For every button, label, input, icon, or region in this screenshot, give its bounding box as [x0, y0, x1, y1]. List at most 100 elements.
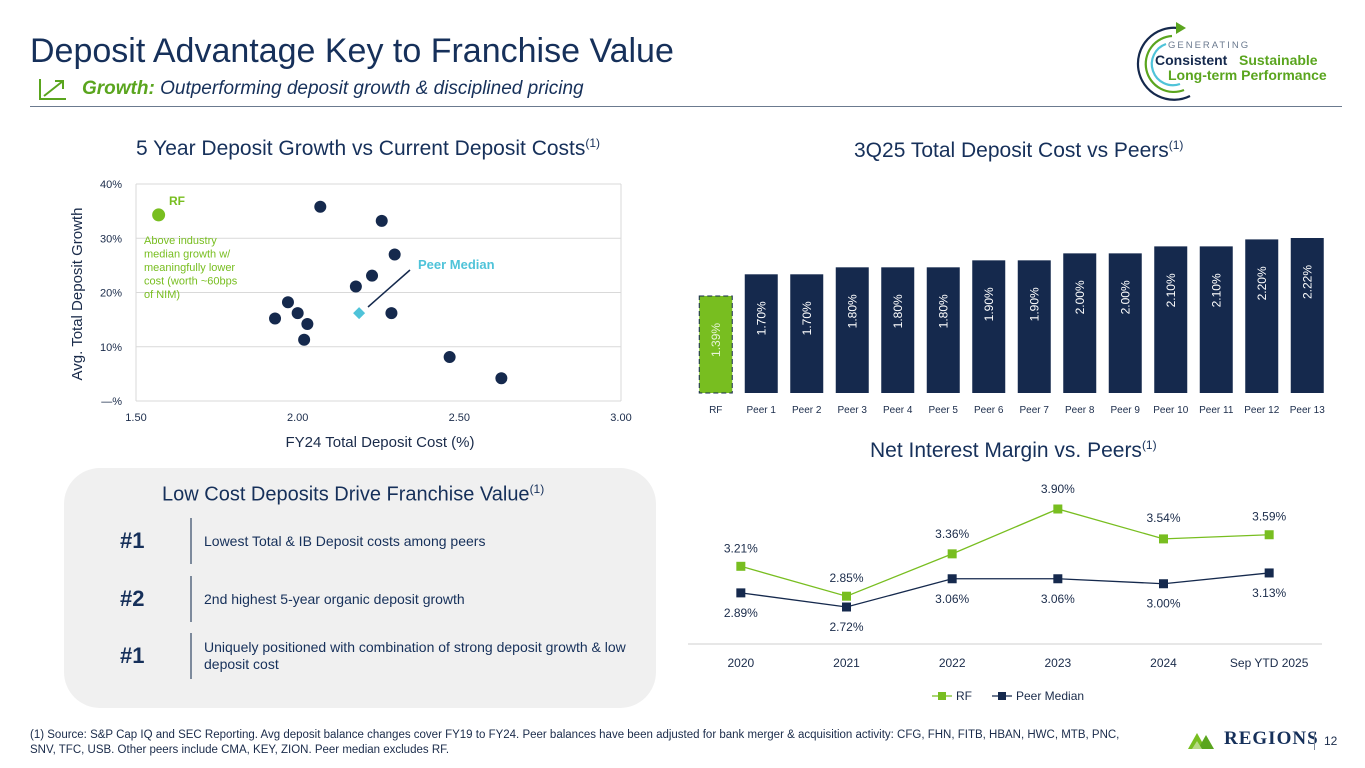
growth-arrow-icon [39, 79, 66, 100]
logo-line2a: Consistent [1155, 52, 1228, 68]
scatter-median-point [353, 307, 366, 320]
line-marker [1159, 579, 1168, 589]
logo-arc-outer [1136, 26, 1191, 101]
bar-category-label: Peer 8 [1065, 405, 1095, 416]
rank-badge: #1 [120, 643, 145, 668]
low-cost-deposits-panel: Low Cost Deposits Drive Franchise Value(… [64, 468, 656, 708]
scatter-y-tick: 20% [100, 288, 122, 300]
scatter-x-tick: 2.00 [287, 412, 308, 424]
scatter-y-axis-label: Avg. Total Deposit Growth [69, 208, 86, 381]
legend-label: Peer Median [1016, 689, 1084, 703]
scatter-median-pointer [367, 269, 411, 308]
bar [926, 267, 960, 393]
line-marker [1264, 530, 1274, 540]
bar-value-label: 1.70% [754, 301, 768, 335]
bar-category-label: Peer 5 [929, 405, 959, 416]
line-rf-label: 2.85% [829, 571, 863, 585]
item-text: 2nd highest 5-year organic deposit growt… [204, 590, 465, 607]
line-median-label: 3.13% [1252, 586, 1286, 600]
bar-category-label: Peer 9 [1111, 405, 1141, 416]
header-divider [30, 106, 1342, 107]
line-marker [1264, 568, 1274, 578]
bar [1199, 246, 1233, 393]
scatter-y-tick: 40% [100, 179, 122, 191]
line-median-label: 2.89% [724, 606, 758, 620]
regions-wordmark: Regions [1224, 728, 1319, 749]
line-category-label: 2023 [1044, 656, 1071, 670]
line-median-label: 2.72% [829, 620, 863, 634]
line-series [740, 572, 1270, 608]
line-median-label: 3.06% [935, 592, 969, 606]
scatter-peer-point [366, 269, 379, 282]
item-divider [190, 633, 192, 679]
bar-category-label: Peer 12 [1244, 405, 1279, 416]
scatter-x-tick: 2.50 [449, 412, 470, 424]
line-rf-label: 3.36% [935, 527, 969, 541]
bar-category-label: Peer 3 [838, 405, 868, 416]
bar-value-label: 2.20% [1255, 266, 1269, 300]
bar-value-label: 1.90% [982, 287, 996, 321]
scatter-x-axis-label: FY24 Total Deposit Cost (%) [286, 434, 475, 451]
bar-category-label: Peer 13 [1290, 405, 1325, 416]
bar [790, 274, 824, 393]
bar [1290, 238, 1324, 393]
bar [1017, 260, 1051, 393]
line-marker [947, 549, 957, 559]
item-divider [190, 576, 192, 622]
regions-triangle-icon [1188, 733, 1214, 749]
low-cost-title: Low Cost Deposits Drive Franchise Value(… [162, 482, 545, 506]
bar-value-label: 1.70% [800, 301, 814, 335]
bar-value-label: 2.10% [1164, 273, 1178, 307]
scatter-y-tick: 10% [100, 342, 122, 354]
scatter-rf-note-line: meaningfully lower [144, 262, 235, 274]
scatter-peer-point [298, 333, 311, 346]
scatter-peer-point [281, 296, 294, 309]
scatter-peer-point [314, 200, 327, 213]
rank-badge: #2 [120, 586, 145, 611]
line-category-label: 2021 [833, 656, 860, 670]
scatter-chart: —% 10% 20% 30% 40% 1.50 2.00 2.50 3.00 FY24 Tota… [69, 179, 632, 451]
scatter-rf-note-line: median growth w/ [144, 249, 231, 261]
scatter-peer-point [269, 312, 282, 325]
rank-badge: #1 [120, 528, 145, 553]
bar [835, 267, 869, 393]
bar-value-label: 2.10% [1209, 273, 1223, 307]
bar [1063, 253, 1097, 393]
low-cost-item: #2 2nd highest 5-year organic deposit gr… [120, 576, 644, 622]
scatter-peer-point [291, 307, 304, 320]
scatter-rf-note-line: Above industry [144, 235, 217, 247]
line-marker [1053, 504, 1063, 514]
scatter-rf-note-line: of NIM) [144, 289, 180, 301]
bar-value-label: 2.00% [1118, 280, 1132, 314]
scatter-median-label: Peer Median [418, 257, 495, 272]
line-chart-title: Net Interest Margin vs. Peers(1) [870, 438, 1157, 462]
bar-category-label: Peer 6 [974, 405, 1004, 416]
logo-line1: GENERATING [1168, 40, 1250, 51]
line-rf-label: 3.21% [724, 541, 758, 555]
item-text: Uniquely positioned with combination of … [204, 639, 626, 672]
line-marker [736, 561, 746, 571]
line-marker [1053, 574, 1063, 584]
logo-arc-core [1150, 42, 1181, 87]
page-title: Deposit Advantage Key to Franchise Value [30, 32, 674, 70]
bar [1245, 239, 1279, 393]
line-series [740, 508, 1270, 597]
bar-value-label: 1.90% [1027, 287, 1041, 321]
bar-category-label: Peer 10 [1153, 405, 1188, 416]
scatter-peer-point [375, 214, 388, 227]
scatter-peer-point [301, 317, 314, 330]
scatter-y-tick: 30% [100, 233, 122, 245]
nim-line-chart: 2020 2021 2022 2023 2024 Sep YTD 2025 3.21% 2.8… [688, 482, 1322, 703]
bar [1154, 246, 1188, 393]
line-rf-label: 3.90% [1041, 482, 1075, 496]
line-marker [1159, 534, 1168, 544]
bar-category-label: Peer 11 [1199, 405, 1234, 416]
line-median-label: 3.00% [1146, 597, 1180, 611]
legend-label: RF [956, 689, 972, 703]
bar-value-label: 1.39% [709, 323, 723, 357]
logo-arrow-icon [1176, 22, 1186, 34]
scatter-y-tick: —% [101, 396, 122, 408]
scatter-peer-point [349, 280, 362, 293]
bar-value-label: 1.80% [936, 294, 950, 328]
scatter-x-tick: 3.00 [610, 412, 631, 424]
